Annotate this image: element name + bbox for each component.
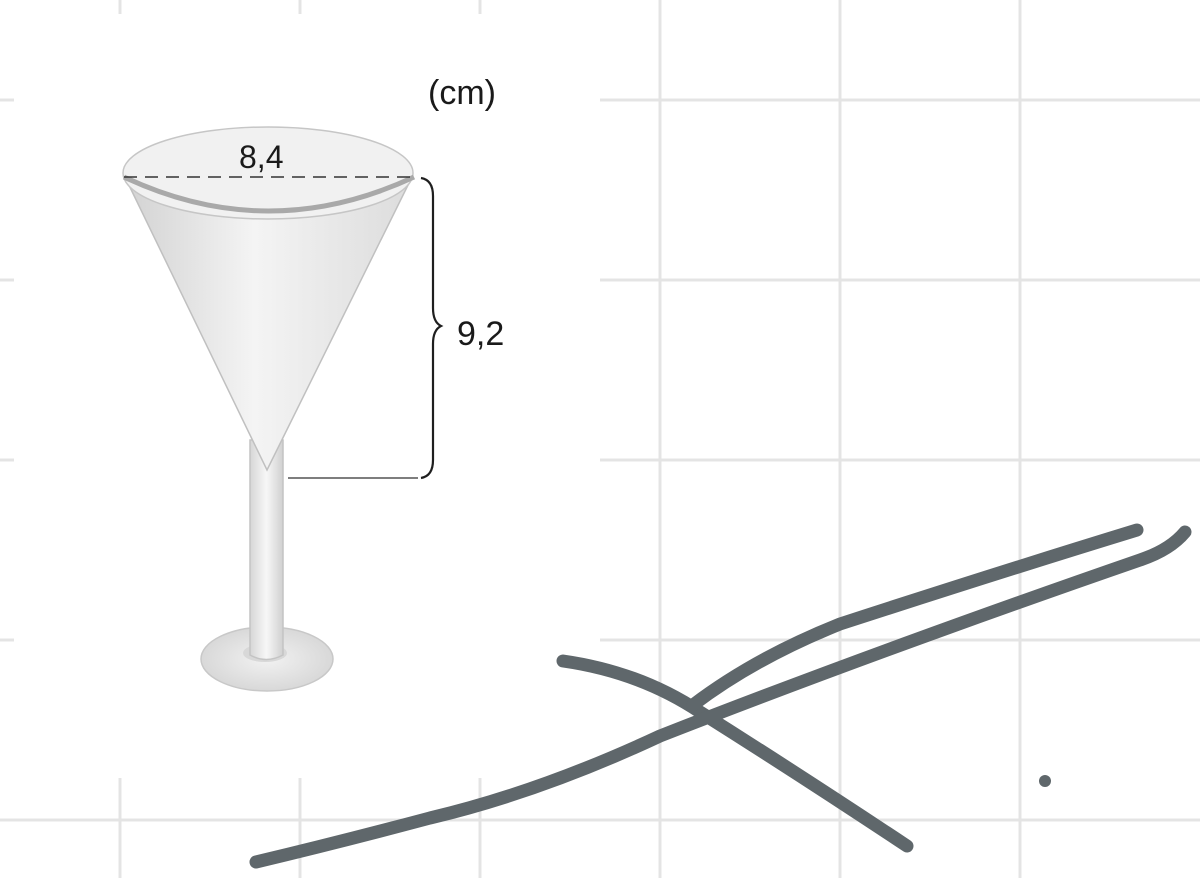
height-brace <box>420 176 444 480</box>
glass-top-surface <box>122 126 414 220</box>
scribble-dot <box>1039 775 1051 787</box>
glass-stem <box>249 439 284 661</box>
glass-rim <box>122 174 416 214</box>
diameter-label: 8,4 <box>239 139 284 175</box>
scribble-stroke <box>249 525 1192 869</box>
cocktail-glass-icon <box>122 126 444 692</box>
glass-cone <box>123 175 414 472</box>
handwritten-scribbles <box>249 523 1192 869</box>
scribble-stroke <box>686 523 1144 712</box>
unit-label: (cm) <box>428 74 496 112</box>
height-label: 9,2 <box>457 315 505 353</box>
